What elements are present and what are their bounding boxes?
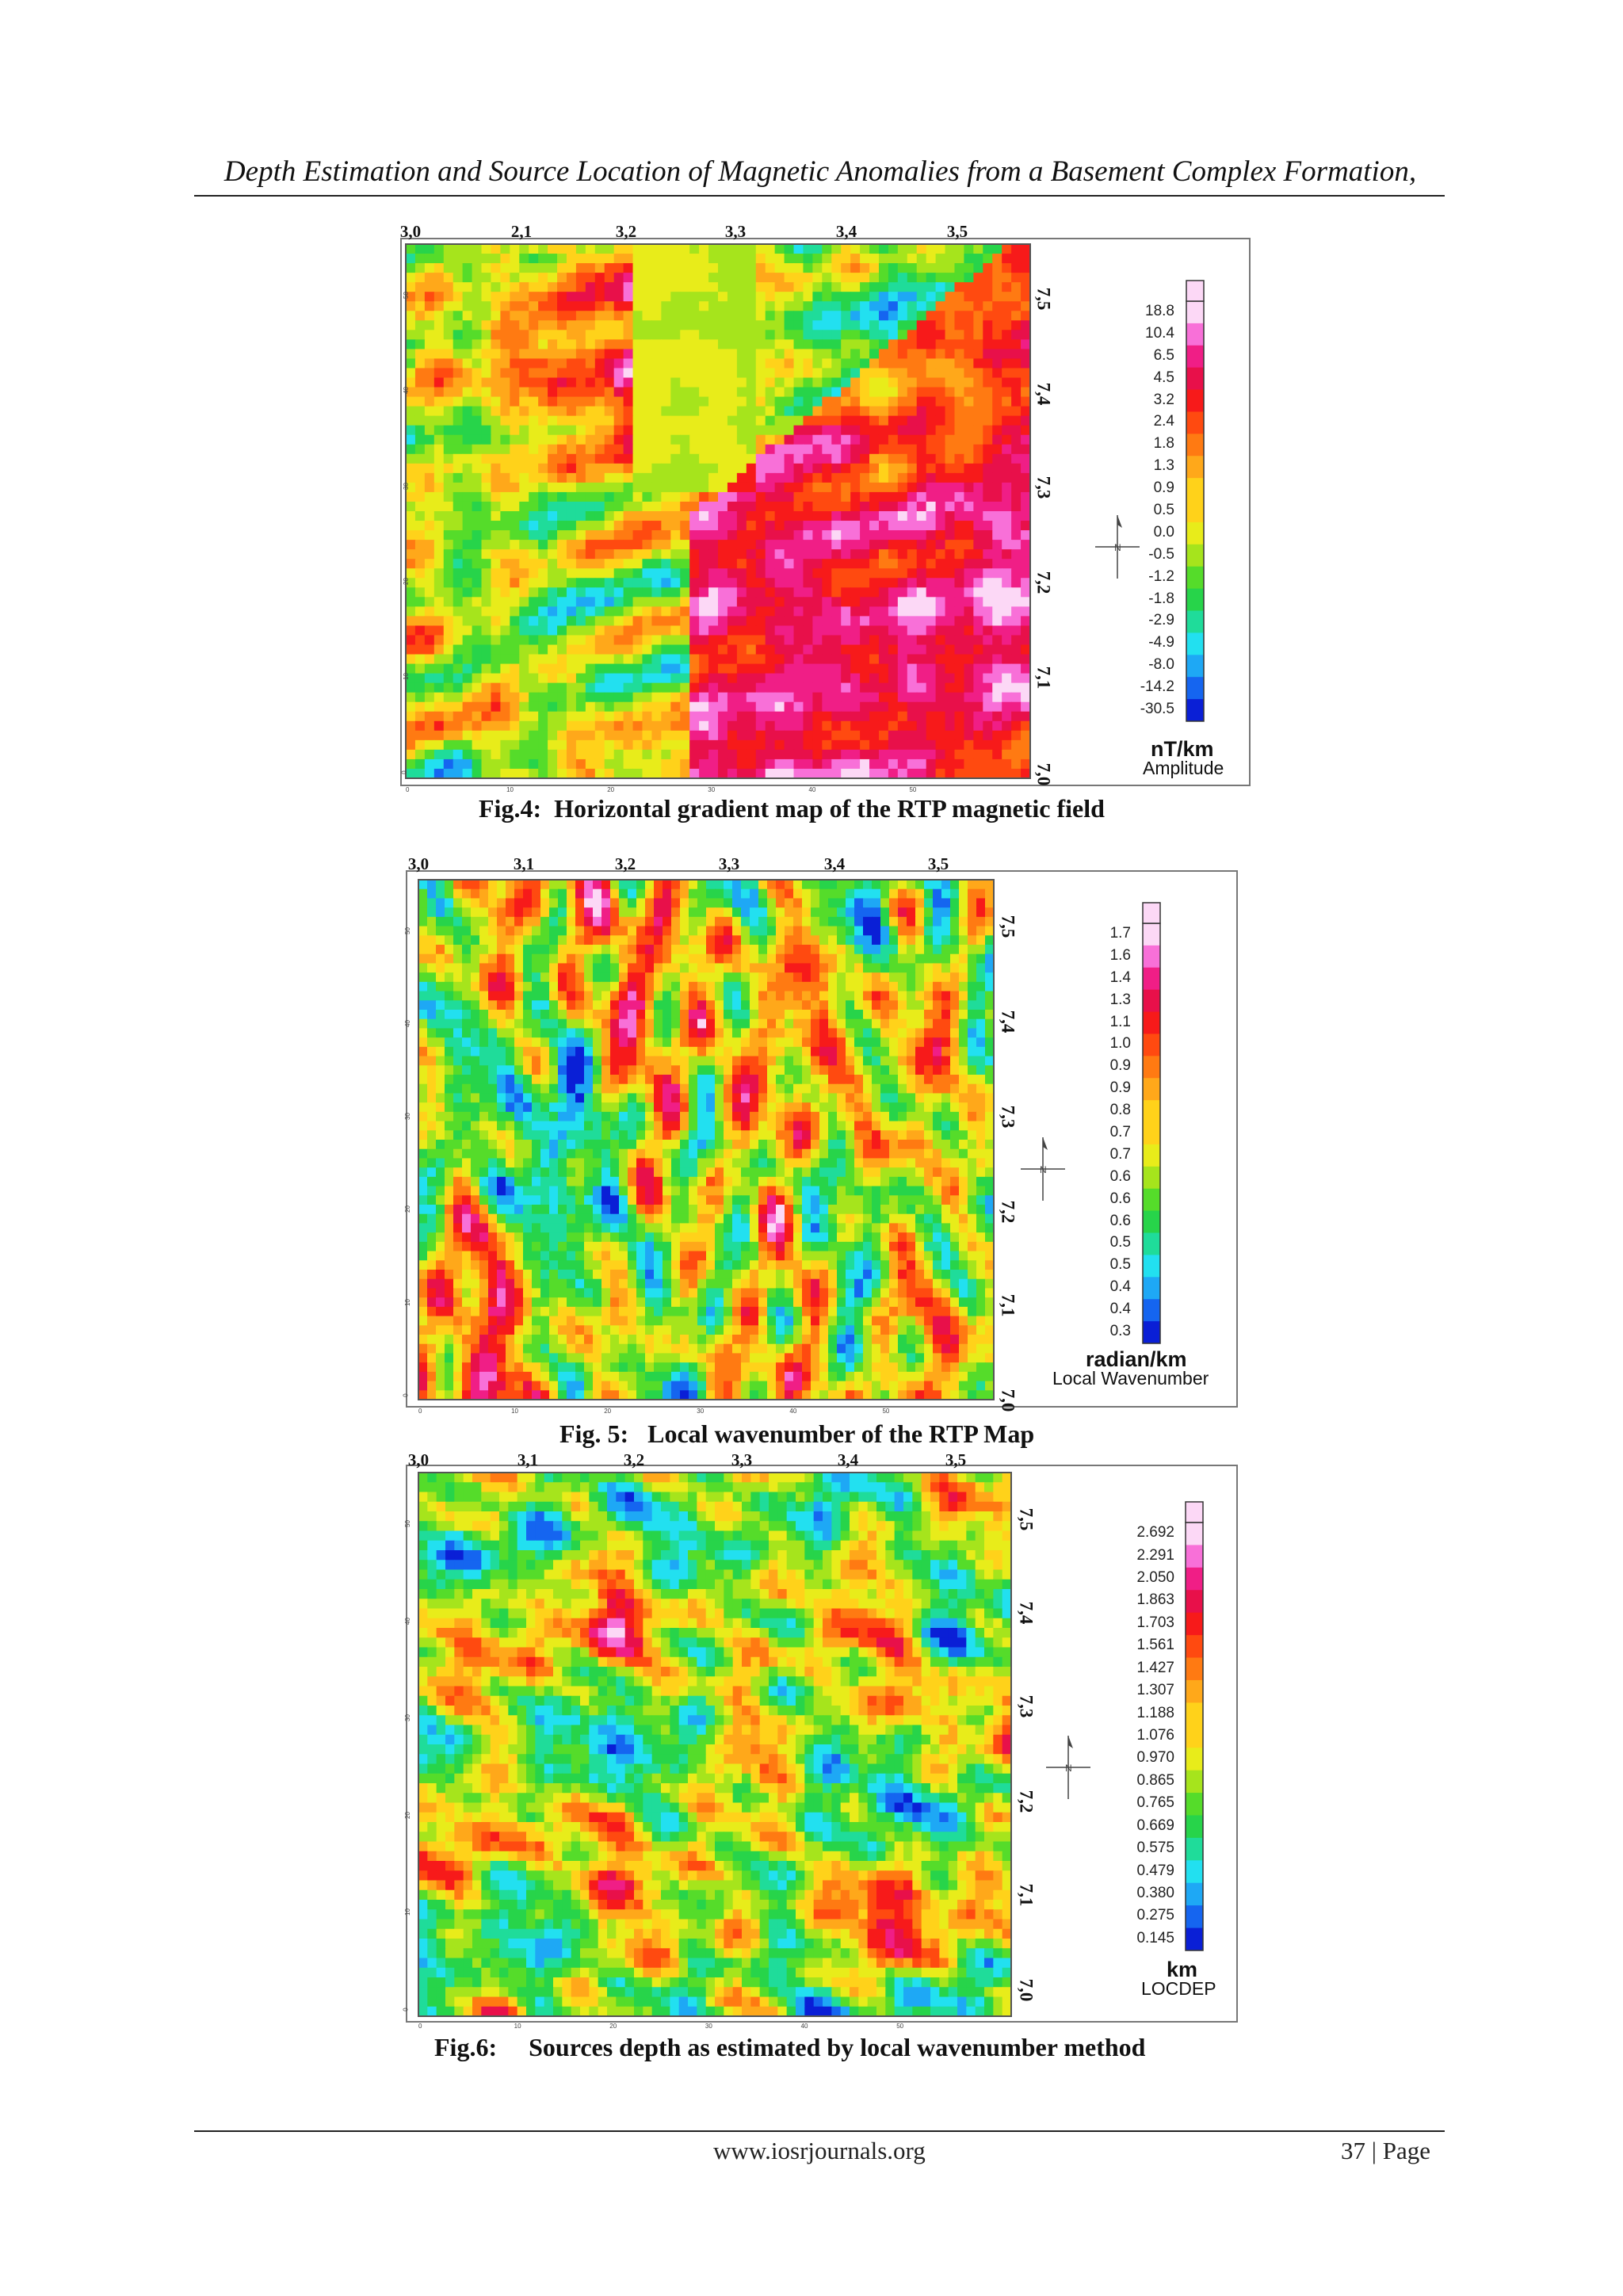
running-title: Depth Estimation and Source Location of … [223,155,1417,188]
header-rule [194,195,1445,197]
